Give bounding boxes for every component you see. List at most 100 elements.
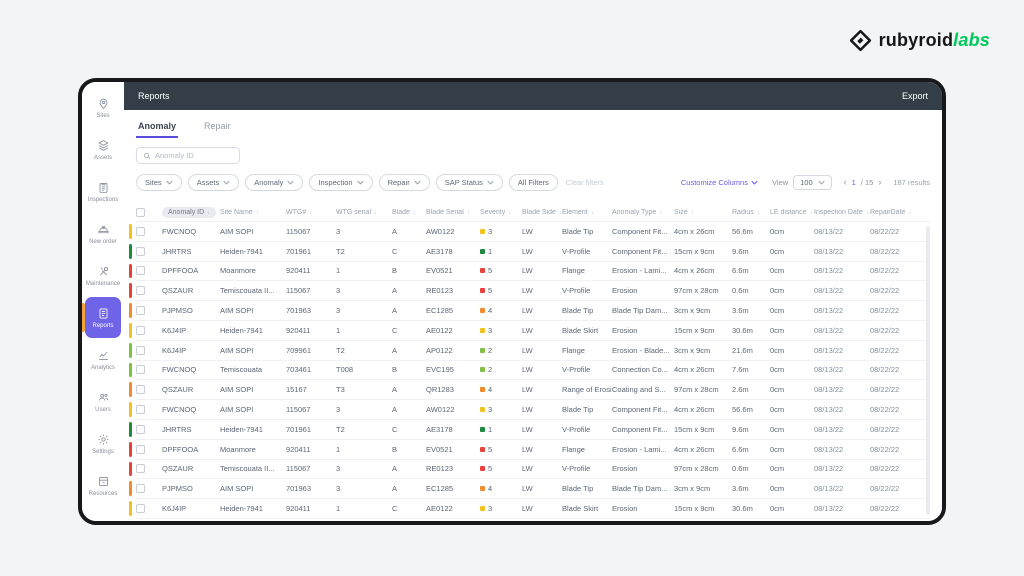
sidebar-item-new-order[interactable]: New order: [85, 213, 121, 254]
table-row[interactable]: QSZAUR Temiscouata II... 115067 3 A RE0123 5 LW…: [129, 281, 930, 302]
severity-dot: [480, 426, 485, 432]
table-row[interactable]: K6J4IP AIM SOPI 709961 T2 A AP0122 2 LW Flange Er…: [129, 341, 930, 361]
sort-icon: ↓: [255, 209, 259, 216]
column-header-wtg_serial[interactable]: WTG serial ↓: [336, 209, 377, 216]
filter-chip-inspection[interactable]: Inspection: [309, 174, 373, 191]
tab-anomaly[interactable]: Anomaly: [136, 119, 179, 138]
table-row[interactable]: K6J4IP Heiden-7941 920411 1 C AE0122 3 LW Blade …: [129, 499, 930, 519]
table-row[interactable]: QSZAUR Temiscouata II... 115067 3 A RE0123 5 LW…: [129, 460, 930, 480]
table-row[interactable]: DPFFOOA Moanmore 920411 1 B EV0521 5 LW Flange Er…: [129, 262, 930, 282]
row-checkbox[interactable]: [136, 226, 145, 236]
sidebar-item-assets[interactable]: Assets: [85, 129, 121, 170]
search-input[interactable]: [155, 151, 233, 160]
row-checkbox[interactable]: [136, 504, 145, 514]
column-header-site_name[interactable]: Site Name ↓: [220, 209, 259, 216]
sidebar-item-settings[interactable]: Settings: [85, 423, 121, 464]
sidebar-item-resources[interactable]: Resources: [85, 465, 121, 506]
column-header-repair_date[interactable]: RepairDate ↓: [870, 209, 912, 216]
filter-chip-sap-status[interactable]: SAP Status: [435, 174, 503, 191]
table-row[interactable]: JHRTRS Heiden-7941 701961 T2 C AE3178 1 LW V-Pro…: [129, 420, 930, 440]
row-checkbox[interactable]: [136, 424, 145, 434]
filter-chip-assets[interactable]: Assets: [187, 174, 240, 191]
select-all-checkbox[interactable]: [136, 208, 145, 217]
sidebar-item-reports[interactable]: Reports: [82, 297, 121, 338]
sidebar-item-inspections[interactable]: Inspections: [85, 171, 121, 212]
row-checkbox[interactable]: [136, 464, 145, 474]
cell-anomaly_type: Erosion: [612, 464, 638, 474]
row-checkbox[interactable]: [136, 246, 145, 256]
sort-icon: ↓: [690, 209, 694, 216]
row-checkbox[interactable]: [136, 365, 145, 375]
cell-site_name: Temiscouata II...: [220, 464, 275, 474]
table-row[interactable]: DPFFOOA Moanmore 920411 1 B EV0521 5 LW Flange Er…: [129, 440, 930, 460]
table-row[interactable]: JHRTRS Heiden-7941 701961 T2 C AE3178 1 LW V-Pro…: [129, 242, 930, 262]
column-header-radius[interactable]: Radius ↓: [732, 209, 760, 216]
assets-icon: [97, 139, 110, 152]
clear-filters-button[interactable]: Clear filters: [565, 178, 604, 187]
filter-chip-anomaly[interactable]: Anomaly: [245, 174, 304, 191]
row-checkbox[interactable]: [136, 345, 145, 355]
prev-page-icon[interactable]: ‹: [843, 177, 847, 187]
sidebar-item-users[interactable]: Users: [85, 381, 121, 422]
column-header-le_distance[interactable]: LE distance ↓: [770, 209, 813, 216]
row-checkbox[interactable]: [136, 385, 145, 395]
cell-wtg_serial: T2: [336, 424, 345, 434]
table-row[interactable]: FWCNOQ AIM SOPI 115067 3 A AW0122 3 LW Blade Tip…: [129, 222, 930, 242]
table-row[interactable]: FWCNOQ AIM SOPI 115067 3 A AW0122 3 LW Blade Tip…: [129, 400, 930, 420]
table-row[interactable]: PJPMSO AIM SOPI 701963 3 A EC1285 4 LW Blade Tip…: [129, 479, 930, 500]
row-checkbox[interactable]: [136, 325, 145, 335]
cell-repair_date: 08/22/22: [870, 405, 900, 415]
row-checkbox[interactable]: [136, 306, 145, 316]
filter-chip-sites[interactable]: Sites: [136, 174, 182, 191]
customize-columns-button[interactable]: Customize Columns: [681, 178, 758, 187]
tab-repair[interactable]: Repair: [204, 121, 231, 131]
row-checkbox[interactable]: [136, 444, 145, 454]
cell-site_name: AIM SOPI: [220, 405, 254, 415]
column-header-blade[interactable]: Blade ↓: [392, 209, 416, 216]
sidebar-item-sites[interactable]: Sites: [85, 87, 121, 128]
column-header-blade_side[interactable]: Blade Side ↓: [522, 209, 562, 216]
cell-severity: 5: [480, 286, 522, 295]
cell-anomaly_type: Component Fit...: [612, 246, 668, 256]
cell-blade: A: [392, 464, 398, 474]
column-header-size[interactable]: Size ↓: [674, 209, 694, 216]
cell-severity: 4: [480, 484, 522, 493]
cell-site_name: AIM SOPI: [220, 306, 254, 316]
table-row[interactable]: FWCNOQ Temiscouata 703461 T008 B EVC195 2 LW V-P…: [129, 361, 930, 381]
cell-anomaly_id: DPFFOOA: [162, 266, 199, 276]
cell-anomaly_type: Erosion - Blade...: [612, 345, 670, 355]
sidebar-item-analytics[interactable]: Analytics: [85, 339, 121, 380]
row-checkbox[interactable]: [136, 286, 145, 296]
all-filters-button[interactable]: All Filters: [508, 174, 558, 191]
sidebar-item-maintenance[interactable]: Maintenance: [85, 255, 121, 296]
column-header-inspection_date[interactable]: Inspection Date ↓: [814, 209, 869, 216]
filter-chip-repair[interactable]: Repair: [378, 174, 430, 191]
column-header-wtg[interactable]: WTG# ↓: [286, 209, 313, 216]
cell-repair_date: 08/22/22: [870, 444, 900, 454]
vertical-scrollbar[interactable]: [926, 226, 930, 515]
cell-inspection_date: 08/13/22: [814, 365, 844, 375]
search-box[interactable]: [136, 147, 240, 164]
table-row[interactable]: K6J4IP Heiden-7941 920411 1 C AE0122 3 LW Blade …: [129, 321, 930, 341]
column-header-anomaly_id[interactable]: Anomaly ID ↓: [162, 207, 220, 218]
cell-radius: 3.6m: [732, 306, 749, 316]
column-header-anomaly_type[interactable]: Anomaly Type ↓: [612, 209, 663, 216]
column-header-severity[interactable]: Severity ↓: [480, 209, 512, 216]
row-checkbox[interactable]: [136, 484, 145, 494]
table-row[interactable]: QSZAUR AIM SOPI 15167 T3 A QR1283 4 LW Range of …: [129, 380, 930, 401]
cell-repair_date: 08/22/22: [870, 226, 900, 236]
export-button[interactable]: Export: [901, 91, 928, 101]
cell-anomaly_id: JHRTRS: [162, 424, 192, 434]
table-row[interactable]: PJPMSO AIM SOPI 701963 3 A EC1285 4 LW Blade Tip…: [129, 301, 930, 321]
row-checkbox[interactable]: [136, 266, 145, 276]
column-header-blade_serial[interactable]: Blade Serial ↓: [426, 209, 470, 216]
column-header-element[interactable]: Element ↓: [562, 209, 594, 216]
cell-inspection_date: 08/13/22: [814, 246, 844, 256]
next-page-icon[interactable]: ›: [878, 177, 882, 187]
cell-radius: 7.6m: [732, 365, 749, 375]
page-size-select[interactable]: 100: [793, 175, 832, 190]
cell-le_distance: 0cm: [770, 444, 785, 454]
cell-wtg: 701963: [286, 306, 312, 316]
cell-repair_date: 08/22/22: [870, 504, 900, 514]
row-checkbox[interactable]: [136, 405, 145, 415]
